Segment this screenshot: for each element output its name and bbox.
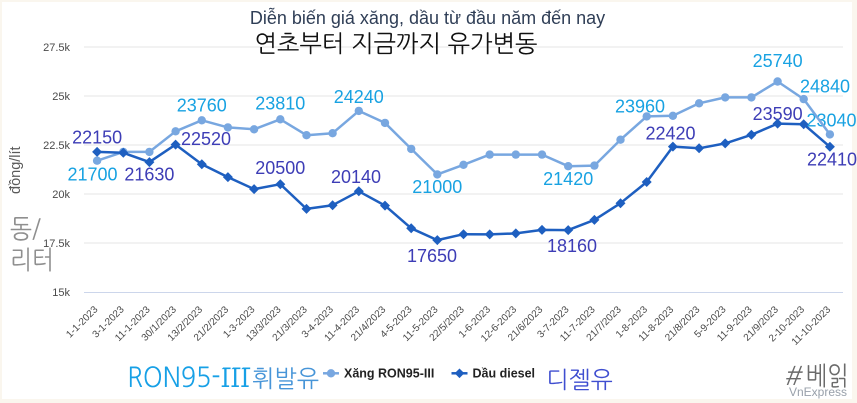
svg-text:#: # bbox=[784, 359, 805, 391]
svg-text:Dầu diesel: Dầu diesel bbox=[473, 367, 536, 381]
svg-text:Xăng RON95-III: Xăng RON95-III bbox=[344, 367, 434, 381]
svg-text:17650: 17650 bbox=[407, 246, 457, 266]
svg-text:20500: 20500 bbox=[255, 158, 305, 178]
svg-text:27.5k: 27.5k bbox=[43, 42, 70, 54]
svg-text:23590: 23590 bbox=[753, 104, 803, 124]
svg-text:23960: 23960 bbox=[615, 97, 665, 117]
svg-text:VnExpress: VnExpress bbox=[789, 385, 847, 399]
svg-text:23760: 23760 bbox=[177, 96, 227, 116]
svg-text:21000: 21000 bbox=[412, 177, 462, 197]
svg-text:20140: 20140 bbox=[331, 167, 381, 187]
svg-text:15k: 15k bbox=[52, 287, 70, 299]
svg-text:20k: 20k bbox=[52, 189, 70, 201]
svg-text:21630: 21630 bbox=[124, 165, 174, 185]
svg-text:đồng/lít: đồng/lít bbox=[8, 146, 24, 194]
svg-text:22150: 22150 bbox=[72, 128, 122, 148]
svg-text:Diễn biến giá xăng, dầu từ đầu: Diễn biến giá xăng, dầu từ đầu năm đến n… bbox=[250, 7, 605, 28]
svg-text:21700: 21700 bbox=[67, 165, 117, 185]
svg-text:23810: 23810 bbox=[255, 94, 305, 114]
svg-text:22520: 22520 bbox=[181, 129, 231, 149]
svg-text:18160: 18160 bbox=[547, 236, 597, 256]
svg-text:22.5k: 22.5k bbox=[43, 140, 70, 152]
svg-text:25k: 25k bbox=[52, 91, 70, 103]
svg-text:22420: 22420 bbox=[645, 124, 695, 144]
svg-text:25740: 25740 bbox=[753, 51, 803, 71]
svg-text:24840: 24840 bbox=[800, 77, 850, 97]
svg-text:23040: 23040 bbox=[806, 111, 856, 131]
svg-text:22410: 22410 bbox=[807, 150, 857, 170]
svg-text:17.5k: 17.5k bbox=[43, 238, 70, 250]
svg-text:24240: 24240 bbox=[334, 87, 384, 107]
svg-text:21420: 21420 bbox=[543, 169, 593, 189]
